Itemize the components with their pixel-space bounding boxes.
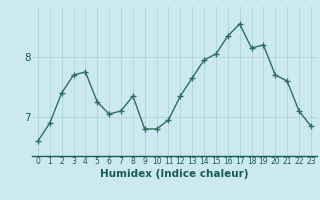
X-axis label: Humidex (Indice chaleur): Humidex (Indice chaleur) — [100, 169, 249, 179]
